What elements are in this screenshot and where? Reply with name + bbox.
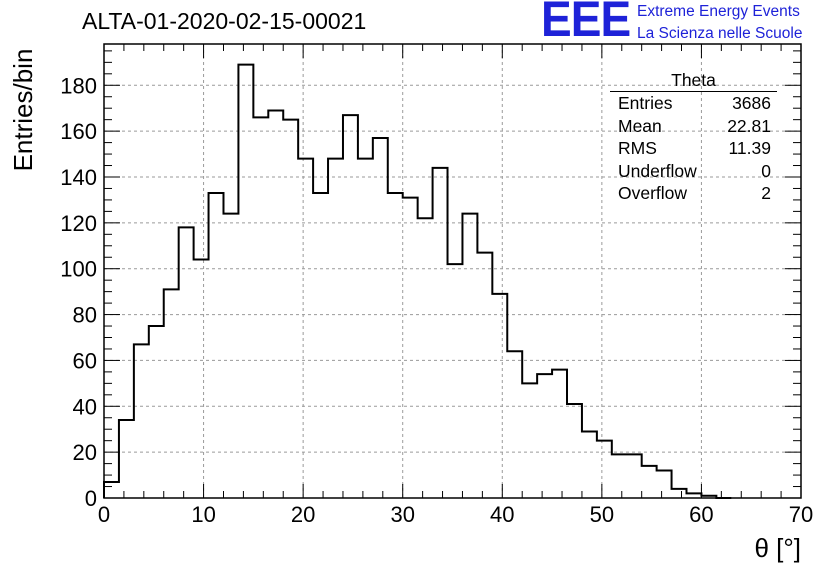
x-axis-label: θ [°]: [754, 533, 801, 563]
stats-value: 3686: [732, 93, 771, 113]
chart-title: ALTA-01-2020-02-15-00021: [82, 8, 367, 34]
y-tick-label: 20: [73, 440, 97, 465]
x-tick-label: 70: [789, 502, 813, 527]
y-tick-label: 140: [60, 165, 97, 190]
stats-box: Theta Entries 3686 Mean 22.81 RMS 11.39 …: [610, 70, 777, 205]
x-tick-label: 50: [590, 502, 614, 527]
y-tick-label: 0: [85, 486, 97, 511]
stats-label: Mean: [618, 115, 662, 136]
logo-line-1: Extreme Energy Events: [637, 3, 800, 20]
stats-label: RMS: [618, 138, 657, 158]
stats-value: 0: [761, 160, 771, 181]
stats-row-overflow: Overflow 2: [610, 182, 777, 205]
stats-row-rms: RMS 11.39: [610, 137, 777, 160]
stats-value: 22.81: [727, 115, 771, 136]
y-tick-label: 60: [73, 348, 97, 373]
x-tick-label: 60: [689, 502, 713, 527]
eee-logo-mark: EEE: [541, 0, 631, 47]
y-tick-label: 80: [73, 303, 97, 328]
x-tick-label: 30: [390, 502, 414, 527]
x-tick-label: 40: [490, 502, 514, 527]
stats-row-underflow: Underflow 0: [610, 160, 777, 183]
grid-lines: [104, 44, 801, 498]
logo-line-2: La Scienza nelle Scuole: [637, 25, 803, 42]
axis-ticks: [103, 44, 802, 499]
stats-label: Underflow: [618, 160, 697, 181]
x-tick-label: 20: [291, 502, 315, 527]
y-tick-label: 40: [73, 394, 97, 419]
stats-row-mean: Mean 22.81: [610, 115, 777, 138]
y-tick-label: 120: [60, 211, 97, 236]
stats-value: 2: [761, 183, 771, 203]
y-axis-label: Entries/bin: [8, 49, 38, 172]
stats-value: 11.39: [728, 138, 772, 158]
y-tick-label: 100: [60, 257, 97, 282]
y-tick-label: 180: [60, 73, 97, 98]
x-tick-label: 10: [191, 502, 215, 527]
stats-box-title: Theta: [610, 70, 777, 92]
histogram-outline: [103, 63, 732, 499]
x-tick-label: 0: [98, 502, 110, 527]
stats-label: Entries: [618, 93, 673, 113]
plot-frame: [103, 43, 802, 499]
y-tick-label: 160: [60, 119, 97, 144]
stats-row-entries: Entries 3686: [610, 92, 777, 115]
stats-label: Overflow: [618, 183, 688, 203]
